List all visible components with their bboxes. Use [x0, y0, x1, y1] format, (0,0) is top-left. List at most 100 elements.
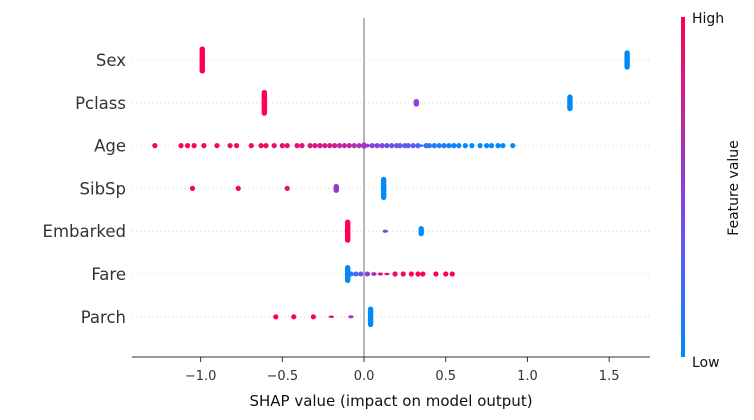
shap-point: [332, 143, 338, 149]
shap-point: [184, 143, 191, 149]
shap-point-cluster: [567, 94, 573, 112]
shap-point: [273, 314, 279, 320]
shap-point: [441, 143, 447, 149]
shap-point-cluster: [361, 142, 367, 149]
shap-point: [341, 143, 348, 149]
shap-point: [327, 143, 333, 149]
shap-point-cluster: [624, 50, 630, 70]
shap-point: [488, 143, 495, 149]
shap-point: [214, 143, 220, 149]
shap-point: [271, 143, 277, 149]
feature-label-sex: Sex: [96, 51, 126, 70]
shap-point: [415, 143, 421, 149]
shap-point: [312, 143, 318, 149]
shap-point-cluster: [382, 229, 388, 233]
shap-point: [483, 143, 490, 149]
shap-point-cluster: [367, 306, 374, 328]
shap-point: [397, 143, 403, 149]
shap-point: [291, 314, 297, 320]
colorbar-high-label: High: [692, 11, 724, 27]
shap-point: [258, 143, 264, 149]
feature-label-parch: Parch: [81, 308, 126, 327]
feature-label-pclass: Pclass: [75, 94, 126, 113]
shap-point: [469, 143, 475, 149]
shap-point: [152, 143, 158, 149]
shap-point: [400, 271, 406, 277]
shap-point: [510, 143, 516, 149]
shap-point: [410, 143, 416, 149]
shap-point: [415, 271, 421, 277]
shap-point: [294, 143, 300, 149]
shap-point: [443, 271, 449, 277]
shap-point-cluster: [353, 271, 359, 277]
x-tick-label: 0.0: [354, 369, 375, 384]
shap-point: [462, 143, 468, 149]
shap-point: [284, 185, 290, 191]
shap-point: [420, 271, 426, 277]
shap-point-cluster: [348, 271, 354, 277]
feature-label-embarked: Embarked: [43, 222, 126, 241]
shap-point: [346, 143, 352, 149]
feature-labels: Sex Pclass Age SibSp Embarked Fare Parch: [43, 51, 127, 327]
x-tick-label: −1.0: [185, 369, 217, 384]
shap-point-cluster: [413, 98, 420, 107]
shap-point: [495, 143, 501, 149]
x-tick-label: 1.5: [599, 369, 620, 384]
shap-point: [384, 143, 390, 149]
shap-point: [408, 271, 415, 277]
shap-point: [189, 185, 196, 191]
shap-point: [379, 143, 385, 149]
shap-point-cluster: [328, 315, 335, 319]
feature-label-age: Age: [94, 137, 126, 156]
shap-point-cluster: [358, 271, 364, 277]
shap-point: [456, 143, 462, 149]
shap-point-cluster: [344, 264, 351, 284]
shap-point: [233, 143, 240, 149]
shap-point: [317, 143, 323, 149]
shap-point-cluster: [377, 272, 384, 276]
shap-point: [374, 143, 380, 149]
shap-point: [310, 314, 316, 320]
colorbar-title: Feature value: [726, 140, 742, 236]
shap-point-cluster: [333, 183, 339, 193]
feature-label-fare: Fare: [91, 265, 126, 284]
shap-point: [446, 143, 452, 149]
shap-point: [235, 185, 241, 191]
shap-point: [449, 271, 455, 277]
shap-point: [426, 143, 433, 149]
colorbar-low-label: Low: [692, 355, 720, 371]
shap-point: [248, 143, 254, 149]
x-axis-ticks: −1.0 −0.5 0.0 0.5 1.0 1.5: [185, 357, 620, 384]
shap-point-cluster: [371, 272, 377, 276]
x-tick-label: −0.5: [267, 369, 299, 384]
data-points: [152, 46, 630, 328]
shap-point: [279, 143, 285, 149]
shap-point: [369, 143, 375, 149]
shap-point-cluster: [364, 271, 371, 277]
shap-point: [351, 143, 357, 149]
shap-point: [477, 143, 483, 149]
x-tick-label: 1.0: [517, 369, 538, 384]
shap-point: [201, 143, 207, 149]
shap-point: [191, 143, 197, 149]
shap-point-cluster: [344, 219, 351, 243]
shap-point-cluster: [418, 144, 424, 147]
shap-point: [284, 143, 290, 149]
shap-point: [336, 143, 343, 149]
shap-point-cluster: [384, 272, 390, 276]
x-tick-label: 0.5: [435, 369, 456, 384]
shap-point: [405, 143, 411, 149]
shap-point: [451, 143, 457, 149]
shap-point: [263, 143, 269, 149]
colorbar: [681, 17, 685, 357]
shap-point-cluster: [261, 89, 268, 116]
shap-point: [392, 271, 398, 277]
shap-point: [433, 271, 439, 277]
shap-point: [389, 143, 395, 149]
shap-point-cluster: [348, 315, 354, 319]
shap-point: [356, 143, 362, 149]
shap-point: [322, 143, 328, 149]
shap-point: [178, 143, 184, 149]
shap-point: [431, 143, 437, 149]
